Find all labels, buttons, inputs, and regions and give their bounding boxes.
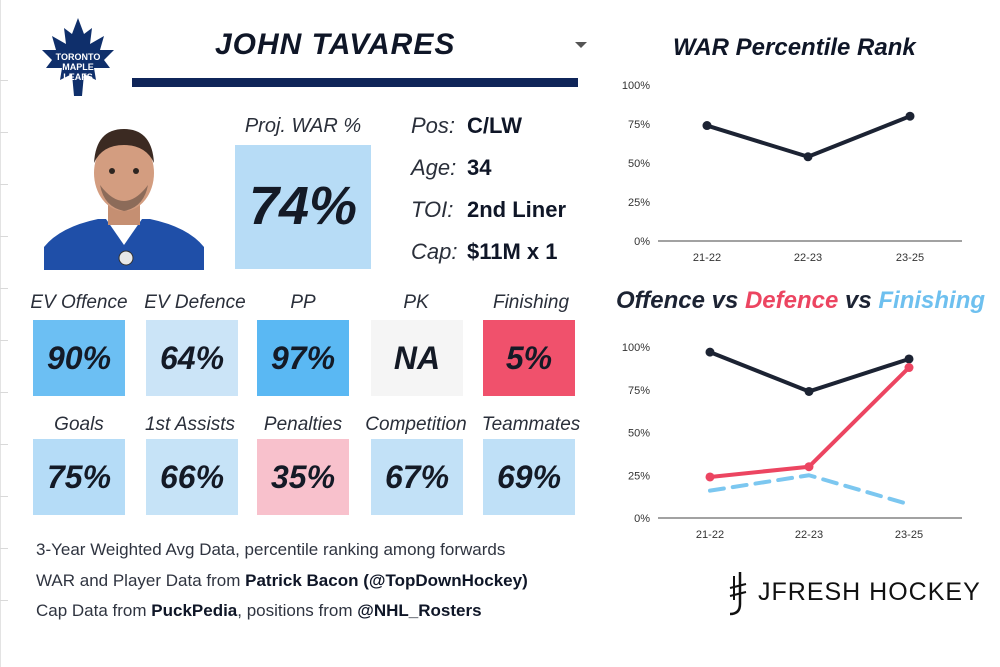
tile-label: Goals <box>54 414 104 435</box>
y-tick-label: 100% <box>622 80 650 92</box>
proj-war-value: 74% <box>248 176 358 236</box>
tile-value: 64% <box>146 320 238 396</box>
tile-label: Penalties <box>263 414 343 435</box>
tile-label: PP <box>290 292 316 313</box>
chart1-title: WAR Percentile Rank <box>673 34 916 61</box>
info-label: TOI: <box>411 197 454 222</box>
sheet-gridline <box>0 548 8 549</box>
y-tick-label: 75% <box>628 119 650 131</box>
tile-value: 69% <box>483 439 575 515</box>
svg-text:LEAFS: LEAFS <box>63 72 93 82</box>
sheet-gridline <box>0 496 8 497</box>
sheet-gridline <box>0 132 8 133</box>
y-tick-label: 0% <box>634 236 650 248</box>
data-point-offence <box>705 347 715 357</box>
jfresh-logo-icon <box>729 572 747 616</box>
y-tick-label: 25% <box>628 197 650 209</box>
info-label: Cap: <box>411 239 458 264</box>
info-value: C/LW <box>467 113 522 138</box>
data-point-offence <box>804 386 814 396</box>
tile-value: 5% <box>483 320 575 396</box>
y-tick-label: 0% <box>634 513 650 525</box>
sheet-gridline <box>0 184 8 185</box>
x-tick-label: 21-22 <box>693 252 721 264</box>
data-point-war <box>905 111 915 121</box>
x-tick-label: 22-23 <box>794 252 822 264</box>
x-tick-label: 21-22 <box>696 529 724 541</box>
sheet-gridline <box>0 392 8 393</box>
sheet-gridline <box>0 600 8 601</box>
data-point-war <box>803 152 813 162</box>
proj-war-label: Proj. WAR % <box>244 115 362 137</box>
data-point-defence <box>705 472 715 482</box>
tile-value: 90% <box>33 320 125 396</box>
brand-name: JFRESH HOCKEY <box>758 578 981 606</box>
chart2-title: Offence vs Defence vs Finishing <box>616 287 986 314</box>
series-line-war <box>705 114 912 159</box>
info-value: 34 <box>467 155 492 180</box>
tile-label: 1st Assists <box>144 414 236 435</box>
series-line-finishing <box>708 473 911 507</box>
y-tick-label: 25% <box>628 470 650 482</box>
sheet-gridline <box>0 80 8 81</box>
footer-note: 3-Year Weighted Avg Data, percentile ran… <box>36 540 506 559</box>
sheet-gridline <box>0 444 8 445</box>
chevron-down-icon[interactable] <box>575 42 587 48</box>
tile-value: 97% <box>257 320 349 396</box>
y-tick-label: 75% <box>628 385 650 397</box>
tile-label: Teammates <box>481 414 581 435</box>
sheet-gridline <box>0 236 8 237</box>
tile-label: EV Offence <box>30 292 128 313</box>
footer-credit-war: WAR and Player Data from Patrick Bacon (… <box>36 571 528 590</box>
player-photo <box>40 115 208 270</box>
x-tick-label: 23-25 <box>896 252 924 264</box>
sheet-gridline <box>0 288 8 289</box>
svg-text:TORONTO: TORONTO <box>56 52 101 62</box>
series-line-defence <box>708 365 911 479</box>
x-tick-label: 22-23 <box>795 529 823 541</box>
tile-label: Finishing <box>492 292 570 313</box>
sheet-gridline <box>0 340 8 341</box>
svg-text:MAPLE: MAPLE <box>62 62 94 72</box>
tile-value: 66% <box>146 439 238 515</box>
tile-value: 35% <box>257 439 349 515</box>
footer-credit-cap: Cap Data from PuckPedia, positions from … <box>36 601 482 620</box>
y-tick-label: 50% <box>628 428 650 440</box>
series-line-offence <box>708 350 911 394</box>
maple-leafs-logo: TORONTO MAPLE LEAFS <box>42 18 114 96</box>
y-tick-label: 100% <box>622 342 650 354</box>
tile-label: EV Defence <box>144 292 246 313</box>
info-label: Age: <box>411 155 457 180</box>
data-point-war <box>702 121 712 131</box>
sheet-gridline <box>0 0 1 667</box>
tile-label: PK <box>403 292 429 313</box>
player-name: JOHN TAVARES <box>215 28 456 61</box>
info-value: $11M x 1 <box>467 239 558 264</box>
tile-value: 75% <box>33 439 125 515</box>
tile-value: NA <box>371 320 463 396</box>
offence-defence-finishing-chart: 0% 25% 50% 75% 100% 21-22 22-23 23-25 <box>622 342 962 541</box>
tile-label: Competition <box>365 414 467 435</box>
title-underline <box>132 78 578 87</box>
tile-value: 67% <box>371 439 463 515</box>
data-point-defence <box>804 462 814 472</box>
info-value: 2nd Liner <box>467 197 567 222</box>
data-point-offence <box>904 354 914 364</box>
y-tick-label: 50% <box>628 158 650 170</box>
proj-war-box <box>235 145 371 269</box>
info-label: Pos: <box>411 113 456 138</box>
war-percentile-chart: 0% 25% 50% 75% 100% 21-22 22-23 23-25 <box>622 80 962 264</box>
data-point-defence <box>904 363 914 373</box>
x-tick-label: 23-25 <box>895 529 923 541</box>
